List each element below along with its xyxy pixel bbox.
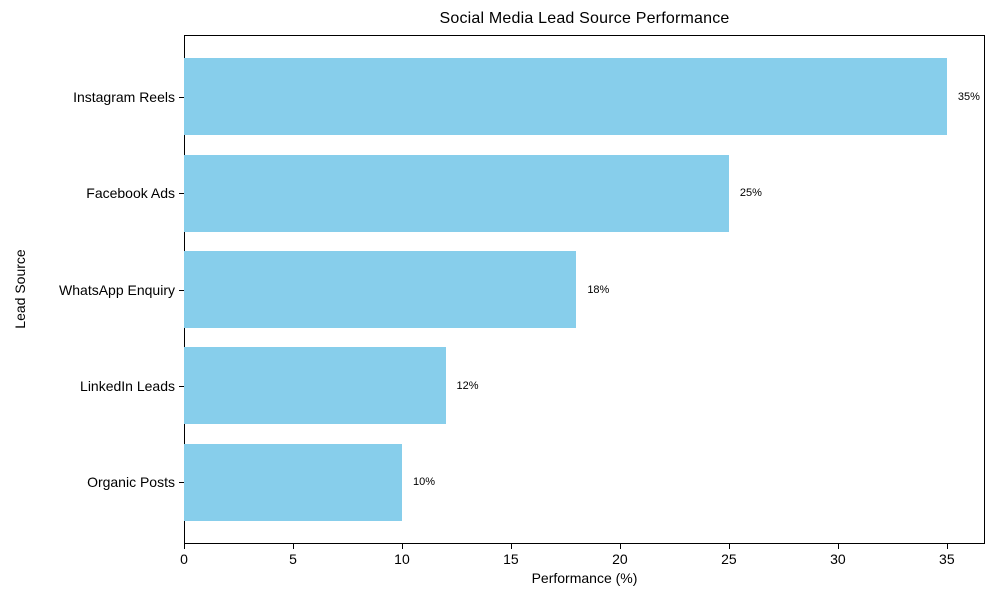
bar-value-label: 35%	[957, 90, 980, 103]
bar-value-label: 25%	[739, 187, 762, 200]
x-tick-label: 10	[394, 551, 410, 567]
x-tick-mark	[837, 544, 839, 549]
bar-whatsapp-enquiry	[184, 250, 577, 329]
x-tick-label: 30	[830, 551, 846, 567]
y-tick-mark	[179, 482, 184, 484]
x-tick-label: 20	[612, 551, 628, 567]
bar-value-label: 12%	[456, 379, 479, 392]
x-tick-label: 15	[503, 551, 519, 567]
x-tick-label: 25	[721, 551, 737, 567]
x-tick-mark	[292, 544, 294, 549]
chart-title: Social Media Lead Source Performance	[439, 10, 730, 27]
x-tick-label: 35	[939, 551, 955, 567]
bar-organic-posts	[184, 443, 402, 521]
bar-instagram-reels	[184, 58, 947, 136]
bar-linkedin-leads	[184, 347, 446, 425]
y-tick-label: Facebook Ads	[86, 185, 175, 202]
x-tick-mark	[728, 544, 730, 549]
x-tick-mark	[619, 544, 621, 549]
y-tick-label: Instagram Reels	[73, 88, 175, 105]
x-tick-mark	[946, 544, 948, 549]
x-tick-mark	[401, 544, 403, 549]
y-tick-mark	[179, 96, 184, 98]
x-tick-label: 0	[180, 551, 188, 567]
y-tick-mark	[179, 385, 184, 387]
y-tick-label: Organic Posts	[87, 474, 175, 491]
x-tick-mark	[184, 544, 185, 549]
y-tick-mark	[179, 193, 184, 195]
bar-facebook-ads	[184, 154, 729, 232]
x-tick-label: 5	[289, 551, 297, 567]
x-axis-label: Performance (%)	[531, 570, 638, 586]
bar-value-label: 10%	[412, 476, 435, 489]
y-tick-label: WhatsApp Enquiry	[59, 281, 175, 298]
bar-value-label: 18%	[587, 283, 610, 296]
x-tick-mark	[510, 544, 512, 549]
y-tick-mark	[179, 289, 184, 291]
y-tick-label: LinkedIn Leads	[80, 377, 175, 394]
